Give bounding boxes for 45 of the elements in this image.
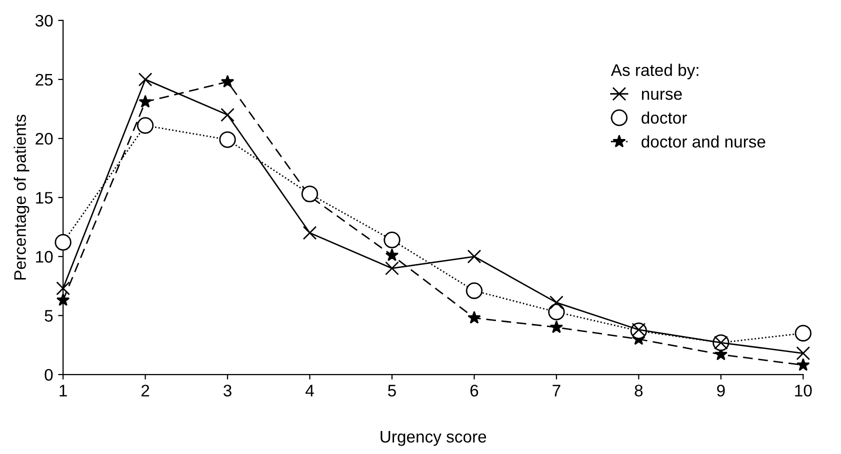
x-tick-label: 2 <box>142 384 150 396</box>
y-tick-label: 0 <box>44 368 53 381</box>
point <box>796 358 810 371</box>
x-tick-label: 6 <box>470 384 478 397</box>
x-tick-label: 9 <box>717 384 725 397</box>
x-tick-label: 3 <box>224 384 232 397</box>
y-tick-label: 5 <box>44 310 53 322</box>
x-tick-label: 5 <box>388 384 396 397</box>
point <box>56 293 70 306</box>
y-tick-label: 10 <box>36 250 53 263</box>
y-tick-label: 25 <box>36 74 53 86</box>
point <box>384 232 400 248</box>
point <box>56 281 70 296</box>
point <box>550 320 564 334</box>
point <box>54 234 72 251</box>
x-tick-label: 10 <box>795 384 812 397</box>
x-axis-title: Urgency score <box>380 430 486 446</box>
legend-label: doctor <box>642 112 687 124</box>
point <box>467 250 482 264</box>
point <box>138 94 152 108</box>
point <box>220 108 234 122</box>
point <box>466 282 483 300</box>
y-tick-label: 20 <box>36 132 53 145</box>
y-axis-title: Percentage of patients <box>14 114 30 280</box>
point <box>550 296 564 310</box>
point <box>220 74 234 88</box>
point <box>302 226 317 240</box>
point <box>385 248 399 262</box>
point <box>794 324 812 342</box>
point <box>301 186 318 202</box>
point <box>468 310 481 324</box>
y-tick-label: 30 <box>35 14 53 27</box>
x-tick-label: 4 <box>306 384 314 396</box>
x-tick-label: 8 <box>634 384 643 397</box>
point <box>138 72 152 86</box>
point <box>385 261 399 276</box>
point <box>796 346 810 360</box>
point <box>136 117 154 134</box>
legend-label: doctor and nurse <box>642 135 766 148</box>
point <box>219 131 236 148</box>
legend-title: As rated by: <box>610 64 698 80</box>
y-tick-label: 15 <box>36 192 53 204</box>
x-tick-label: 7 <box>552 384 560 396</box>
legend-label: nurse <box>642 90 682 100</box>
x-tick-label: 1 <box>60 384 67 396</box>
